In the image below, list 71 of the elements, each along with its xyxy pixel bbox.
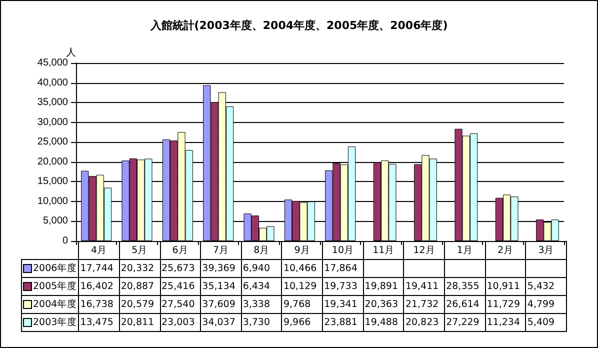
x-tick-label: 6月 [160,242,201,260]
legend-label: 2006年度 [22,260,79,278]
x-tick-label: 10月 [322,242,364,260]
x-tick-label: 7月 [200,242,242,260]
y-tick-label: 45,000 [37,58,68,68]
x-tick-label: 2月 [485,242,526,260]
data-label: 34,037 [200,314,242,332]
data-label: 20,363 [363,296,404,314]
data-label: 10,129 [282,278,323,296]
x-tick-label: 11月 [363,242,404,260]
data-label: 10,911 [485,278,526,296]
data-label: 20,332 [119,260,160,278]
y-tick-label: 20,000 [37,156,68,168]
data-label: 20,579 [119,296,160,314]
data-label: 19,411 [404,278,445,296]
data-label: 25,673 [160,260,201,278]
data-label: 28,355 [444,278,486,296]
data-label: 3,730 [241,314,282,332]
y-tick-label: 25,000 [37,136,68,148]
x-tick-label: 9月 [282,242,323,260]
data-label: 9,768 [282,296,323,314]
y-tick-label: 30,000 [37,116,68,128]
data-label: 9,966 [282,314,323,332]
data-label: 11,234 [485,314,526,332]
legend-label: 2003年度 [22,314,79,332]
y-tick-label: 5,000 [42,216,68,227]
x-tick-label: 5月 [119,242,160,260]
data-label: 6,940 [241,260,282,278]
data-label: 11,729 [485,296,526,314]
y-tick-label: 40,000 [37,77,68,88]
data-label: 19,891 [363,278,404,296]
data-label: 23,003 [160,314,201,332]
data-label: 26,614 [444,296,486,314]
data-label: 20,887 [119,278,160,296]
data-label: 16,402 [78,278,120,296]
data-label: 19,488 [363,314,404,332]
data-label: 20,811 [119,314,160,332]
data-label: 16,738 [78,296,120,314]
data-label: 6,434 [241,278,282,296]
data-label: 27,540 [160,296,201,314]
x-tick-label: 8月 [241,242,282,260]
data-label: 19,733 [322,278,364,296]
x-tick-label: 12月 [404,242,445,260]
y-axis-title: 人 [66,48,76,59]
data-label: 23,881 [322,314,364,332]
chart-title: 入館統計(2003年度、2004年度、2005年度、2006年度) [149,19,448,32]
x-tick-label: 1月 [444,242,486,260]
y-tick-label: 15,000 [37,176,68,188]
x-tick-label: 3月 [526,242,567,260]
data-label: 17,744 [78,260,120,278]
data-label: 19,341 [322,296,364,314]
data-label: 4,799 [526,296,567,314]
data-label: 3,338 [241,296,282,314]
data-label: 21,732 [404,296,445,314]
data-label: 17,864 [322,260,364,278]
data-label: 35,134 [200,278,242,296]
y-tick-label: 10,000 [37,196,68,207]
legend-label: 2005年度 [22,278,79,296]
data-label: 10,466 [282,260,323,278]
data-label: 39,369 [200,260,242,278]
data-label: 37,609 [200,296,242,314]
data-label: 20,823 [404,314,445,332]
y-tick-label: 35,000 [37,97,68,108]
data-label: 25,416 [160,278,201,296]
legend-label: 2004年度 [22,296,79,314]
data-label: 27,229 [444,314,486,332]
data-label: 5,409 [526,314,567,332]
data-label: 13,475 [78,314,120,332]
data-label: 5,432 [526,278,567,296]
x-tick-label: 4月 [78,242,120,260]
y-tick-label: 0 [62,236,68,246]
